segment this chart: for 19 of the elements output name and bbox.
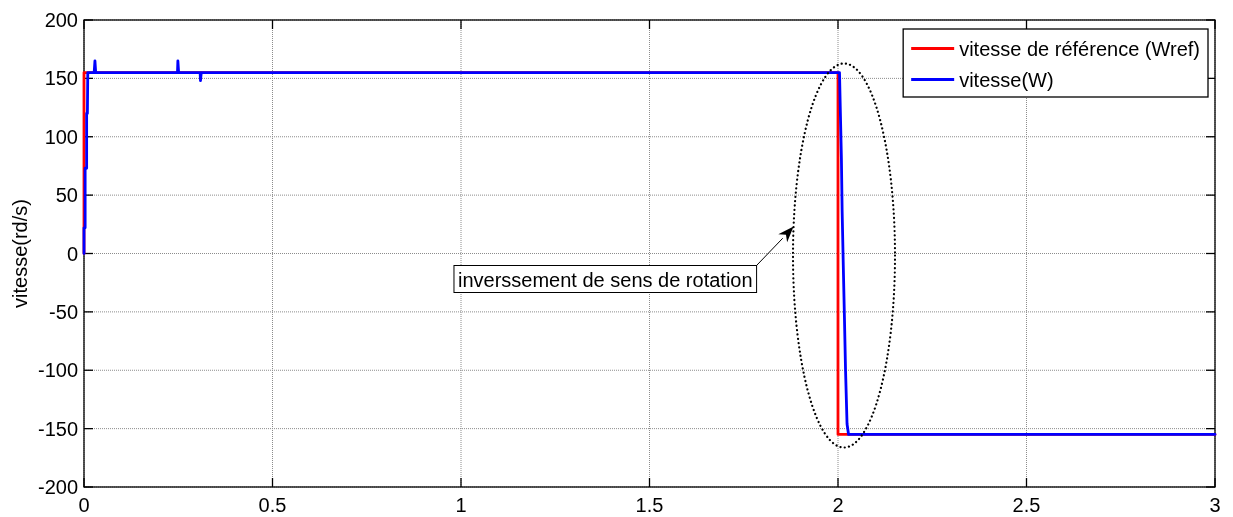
y-tick-label: -100 xyxy=(37,359,78,382)
legend-label: vitesse de référence (Wref) xyxy=(959,37,1201,60)
legend-label: vitesse(W) xyxy=(959,68,1054,91)
y-axis-title: vitesse(rd/s) xyxy=(9,199,31,308)
x-tick-label: 0.5 xyxy=(258,494,287,516)
x-tick-label: 1.5 xyxy=(635,494,664,516)
x-tick-label: 2 xyxy=(832,494,844,516)
y-tick-label: 0 xyxy=(66,242,78,265)
x-tick-label: 3 xyxy=(1209,494,1221,516)
y-tick-label: 50 xyxy=(55,184,78,207)
x-tick-label: 2.5 xyxy=(1012,494,1041,516)
y-tick-label: 100 xyxy=(44,125,78,148)
annotation: inverssement de sens de rotation xyxy=(457,269,753,291)
y-tick-label: -200 xyxy=(37,476,78,498)
y-tick-label: 200 xyxy=(44,9,78,31)
x-tick-label: 1 xyxy=(455,494,467,516)
y-tick-label: -150 xyxy=(37,417,78,440)
y-tick-label: 150 xyxy=(44,67,78,90)
y-tick-label: -50 xyxy=(49,300,78,323)
